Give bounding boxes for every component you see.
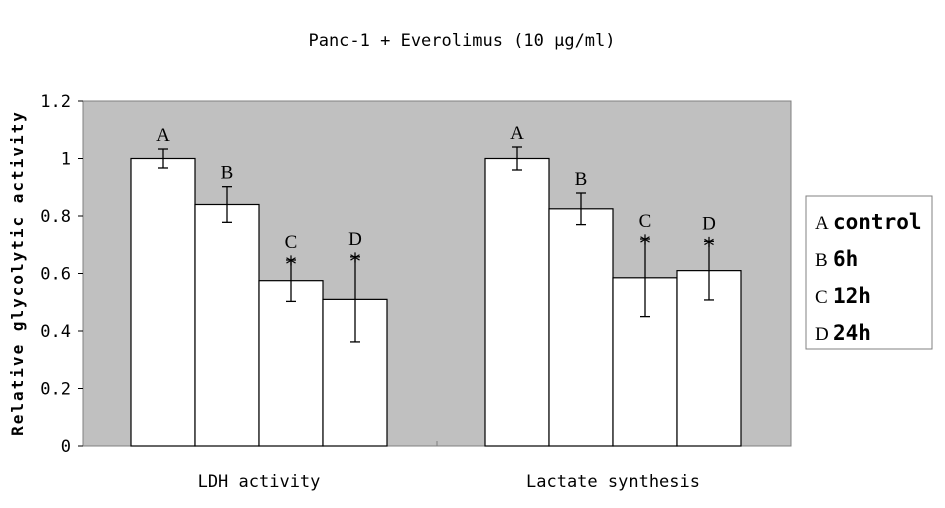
bar bbox=[130, 157, 196, 447]
bar-letter-label: B bbox=[221, 163, 234, 184]
bar-letter-label: B bbox=[575, 169, 588, 190]
y-tick-label: 1.2 bbox=[40, 92, 71, 112]
bar-letter-label: A bbox=[510, 123, 524, 144]
legend-letter: A bbox=[815, 213, 829, 234]
y-tick-label: 1 bbox=[61, 150, 71, 170]
significance-marker: * bbox=[638, 232, 651, 257]
legend-label: 24h bbox=[833, 321, 871, 345]
chart-title: Panc-1 + Everolimus (10 μg/ml) bbox=[308, 31, 615, 51]
y-tick-label: 0.6 bbox=[40, 265, 71, 285]
bar-letter-label: D bbox=[702, 213, 716, 234]
bar-letter-label: A bbox=[156, 125, 170, 146]
significance-marker: * bbox=[284, 253, 297, 278]
bar-letter-label: C bbox=[285, 232, 298, 253]
bar bbox=[548, 208, 614, 447]
bar-letter-label: D bbox=[348, 229, 362, 250]
bar-letter-label: C bbox=[639, 211, 652, 232]
y-tick-label: 0.4 bbox=[40, 322, 71, 342]
bar bbox=[194, 203, 260, 447]
significance-marker: * bbox=[348, 250, 361, 275]
bars: AB*C*DAB*C*D bbox=[130, 123, 742, 447]
x-category-label: Lactate synthesis bbox=[526, 472, 700, 492]
y-axis-label: Relative glycolytic activity bbox=[8, 110, 27, 436]
legend-label: 6h bbox=[833, 247, 858, 271]
y-tick-label: 0.2 bbox=[40, 380, 71, 400]
bar bbox=[258, 280, 324, 447]
y-tick-label: 0.8 bbox=[40, 207, 71, 227]
legend-box bbox=[805, 195, 933, 350]
legend-letter: D bbox=[815, 324, 829, 345]
x-category-label: LDH activity bbox=[198, 472, 321, 492]
legend-letter: B bbox=[815, 250, 828, 271]
y-tick-label: 0 bbox=[61, 437, 71, 457]
legend-letter: C bbox=[815, 287, 828, 308]
x-axis-categories: LDH activity Lactate synthesis bbox=[198, 441, 700, 492]
legend-label: 12h bbox=[833, 284, 871, 308]
y-axis: 0 0.2 0.4 0.6 0.8 1 1.2 bbox=[40, 92, 83, 457]
legend-label: control bbox=[833, 210, 922, 234]
significance-marker: * bbox=[702, 234, 715, 259]
bar bbox=[484, 157, 550, 447]
